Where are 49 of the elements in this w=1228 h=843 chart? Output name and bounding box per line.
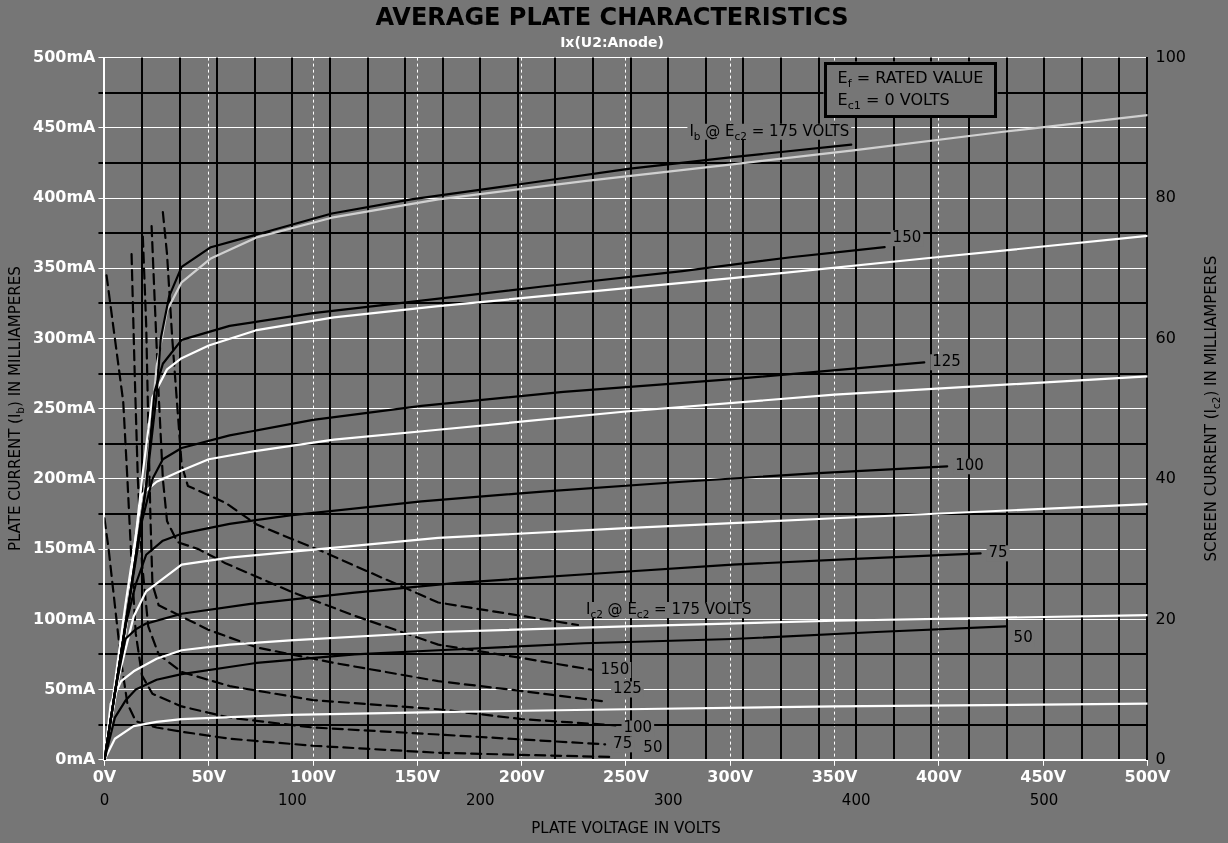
y-tick-label: 250mA (33, 397, 97, 417)
x-tick-label: 450V (1020, 766, 1067, 786)
y2-tick-label: 40 (1155, 468, 1176, 488)
series-label: 75 (988, 543, 1008, 562)
y2-axis-title: SCREEN CURRENT (Ic2) IN MILLIAMPERES (1201, 255, 1222, 562)
y-tick-label: 400mA (33, 187, 97, 207)
y-tick-label: 50mA (44, 678, 97, 698)
x2-tick-label: 100 (278, 790, 307, 809)
series-label: 100 (955, 456, 984, 475)
x2-tick-label: 200 (465, 790, 495, 809)
y-tick-label: 0mA (55, 748, 97, 768)
x-tick-label: 200V (498, 766, 546, 786)
x2-tick-label: 400 (841, 790, 871, 809)
x-tick-label: 350V (811, 766, 859, 786)
y2-tick-label: 100 (1155, 46, 1187, 66)
y-tick-label: 300mA (33, 327, 97, 347)
chart-title: AVERAGE PLATE CHARACTERISTICS (375, 2, 849, 31)
x-tick-label: 100V (290, 766, 337, 786)
y-tick-label: 500mA (33, 46, 97, 66)
x-tick-label: 300V (707, 766, 754, 786)
y-tick-label: 450mA (33, 116, 97, 136)
y2-tick-label: 80 (1155, 187, 1176, 207)
series-label: 125 (613, 679, 642, 698)
x-tick-label: 150V (394, 766, 441, 786)
y2-tick-label: 60 (1155, 327, 1176, 347)
y-tick-label: 200mA (33, 468, 97, 488)
y-tick-label: 350mA (33, 257, 97, 277)
x-tick-label: 50V (191, 766, 227, 786)
x-tick-label: 500V (1124, 766, 1171, 786)
x-axis-title: PLATE VOLTAGE IN VOLTS (531, 818, 721, 837)
y-axis-title: PLATE CURRENT (Ib) IN MILLIAMPERES (5, 266, 26, 552)
y-tick-label: 150mA (33, 538, 97, 558)
x2-tick-label: 300 (653, 790, 683, 809)
series-label: 50 (1013, 628, 1033, 647)
series-label: 150 (892, 228, 922, 247)
text: 50 (643, 737, 663, 756)
y-tick-label: 100mA (33, 608, 97, 628)
series-label: 100 (623, 718, 653, 737)
series-label: 125 (932, 352, 961, 371)
series-label: 75 (613, 734, 633, 753)
y2-tick-label: 0 (1155, 748, 1166, 768)
x-tick-label: 250V (603, 766, 650, 786)
x-tick-label: 0V (92, 766, 117, 786)
x2-tick-label: 0 (99, 790, 110, 809)
y2-tick-label: 20 (1155, 608, 1176, 628)
chart-subtitle: Ix(U2:Anode) (560, 33, 664, 50)
x2-tick-label: 500 (1029, 790, 1059, 809)
x-tick-label: 400V (915, 766, 963, 786)
series-label: 150 (600, 659, 630, 678)
